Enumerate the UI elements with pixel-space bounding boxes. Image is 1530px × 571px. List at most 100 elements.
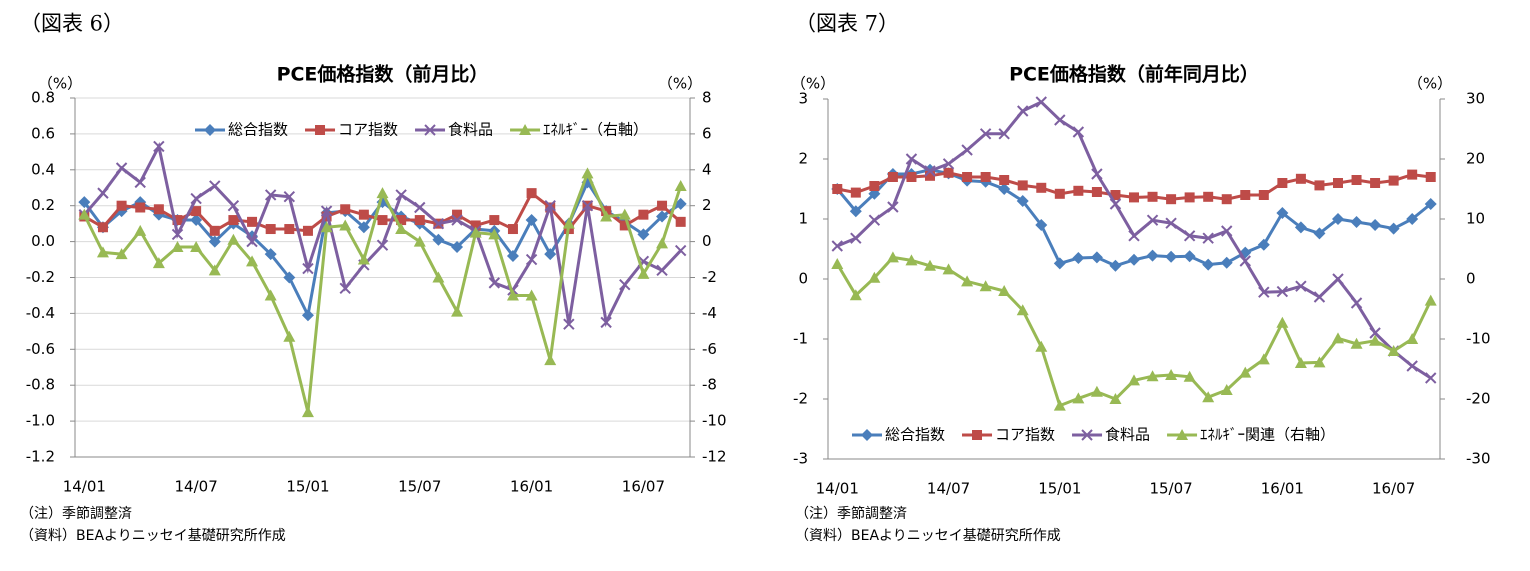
note: （資料）BEAよりニッセイ基礎研究所作成 bbox=[795, 527, 1061, 544]
figure-label: （図表 7） bbox=[795, 12, 899, 36]
marker bbox=[1276, 285, 1289, 298]
marker bbox=[469, 226, 482, 238]
figure-label: （図表 6） bbox=[20, 12, 124, 36]
marker bbox=[116, 200, 127, 211]
marker bbox=[674, 197, 687, 210]
marker bbox=[656, 237, 669, 249]
marker bbox=[78, 196, 91, 209]
marker bbox=[135, 202, 146, 213]
marker bbox=[657, 200, 668, 211]
marker bbox=[1202, 258, 1215, 271]
y-tick-label: 0.2 bbox=[31, 196, 55, 214]
marker bbox=[413, 235, 426, 247]
marker bbox=[376, 187, 389, 199]
marker bbox=[301, 309, 314, 322]
marker bbox=[470, 220, 481, 231]
marker bbox=[339, 219, 352, 231]
y2-tick-label: -8 bbox=[702, 376, 717, 394]
note: （資料）BEAよりニッセイ基礎研究所作成 bbox=[20, 527, 286, 544]
marker bbox=[1109, 393, 1122, 404]
y-tick-label: 3 bbox=[798, 90, 808, 108]
marker bbox=[190, 240, 203, 252]
marker bbox=[637, 267, 650, 279]
marker bbox=[1146, 370, 1159, 382]
marker bbox=[979, 280, 992, 292]
marker bbox=[414, 201, 426, 214]
marker bbox=[1313, 291, 1326, 303]
y-tick-label: 0.8 bbox=[31, 89, 55, 107]
marker bbox=[357, 253, 370, 265]
marker bbox=[519, 124, 532, 135]
marker bbox=[1146, 214, 1159, 226]
marker bbox=[619, 278, 631, 291]
marker bbox=[1313, 356, 1326, 368]
marker bbox=[1072, 392, 1085, 404]
marker bbox=[526, 188, 537, 199]
y2-unit: （%） bbox=[1408, 75, 1452, 93]
marker bbox=[208, 235, 221, 248]
marker bbox=[488, 277, 501, 289]
marker bbox=[999, 175, 1010, 185]
chart-title: PCE価格指数（前年同月比） bbox=[1009, 63, 1259, 86]
marker bbox=[204, 124, 216, 136]
marker bbox=[414, 215, 425, 226]
marker bbox=[247, 216, 258, 227]
y-tick-label: -0.4 bbox=[26, 304, 55, 322]
marker bbox=[395, 189, 407, 201]
marker bbox=[1036, 182, 1047, 193]
marker bbox=[600, 210, 613, 222]
marker bbox=[1128, 253, 1140, 266]
marker bbox=[906, 172, 917, 182]
marker bbox=[1054, 114, 1066, 126]
marker bbox=[831, 258, 844, 269]
marker bbox=[1294, 357, 1307, 368]
marker bbox=[208, 264, 221, 276]
marker bbox=[396, 215, 407, 226]
marker bbox=[925, 170, 935, 181]
marker bbox=[1333, 178, 1343, 188]
y-tick-label: -1 bbox=[793, 330, 808, 348]
marker bbox=[506, 289, 519, 301]
y2-tick-label: 0 bbox=[1466, 270, 1476, 288]
marker bbox=[1090, 385, 1103, 397]
y-tick-label: 0 bbox=[798, 270, 808, 288]
marker bbox=[488, 228, 501, 240]
marker bbox=[544, 354, 557, 366]
marker bbox=[1147, 191, 1158, 202]
marker bbox=[190, 192, 202, 205]
marker bbox=[1183, 250, 1196, 263]
marker bbox=[638, 209, 649, 220]
marker bbox=[339, 282, 351, 294]
y-tick-label: 2 bbox=[798, 150, 808, 168]
y2-unit: （%） bbox=[658, 75, 702, 93]
marker bbox=[1054, 188, 1065, 199]
marker bbox=[924, 165, 936, 177]
marker bbox=[1072, 252, 1085, 264]
marker bbox=[887, 172, 898, 182]
marker bbox=[1109, 198, 1122, 210]
y-tick-label: -3 bbox=[793, 450, 808, 468]
marker bbox=[525, 214, 538, 227]
marker bbox=[1035, 340, 1048, 352]
marker bbox=[1016, 304, 1029, 316]
x-tick-label: 16/01 bbox=[1261, 480, 1304, 498]
marker bbox=[1388, 175, 1399, 186]
marker bbox=[489, 215, 500, 226]
marker bbox=[246, 255, 259, 267]
marker bbox=[1406, 333, 1419, 344]
marker bbox=[340, 204, 351, 215]
marker bbox=[1166, 194, 1177, 205]
y2-tick-label: -30 bbox=[1466, 450, 1491, 468]
marker bbox=[228, 215, 239, 226]
marker bbox=[1332, 273, 1344, 285]
marker bbox=[1369, 334, 1382, 346]
marker bbox=[1035, 96, 1047, 108]
marker bbox=[998, 128, 1010, 140]
marker bbox=[1240, 190, 1251, 200]
marker bbox=[1017, 180, 1028, 191]
y-tick-label: 0.0 bbox=[31, 232, 55, 250]
y-tick-label: -0.2 bbox=[26, 268, 55, 286]
y2-tick-label: 30 bbox=[1466, 90, 1485, 108]
x-tick-label: 15/07 bbox=[1149, 480, 1192, 498]
marker bbox=[961, 144, 973, 156]
